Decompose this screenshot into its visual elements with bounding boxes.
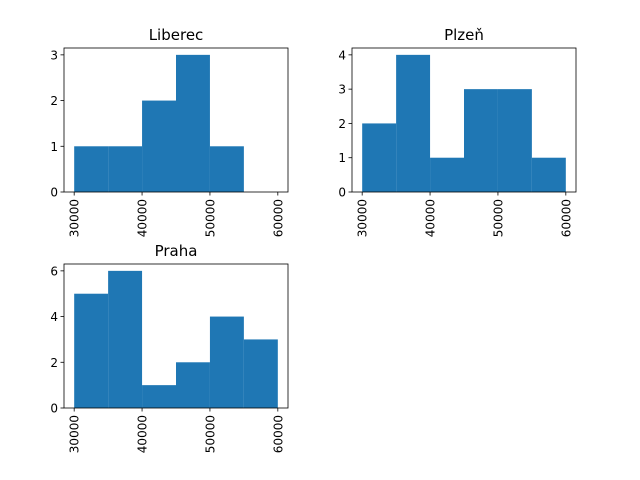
x-tick-label: 60000 [271,199,285,237]
y-tick-label: 4 [338,48,346,62]
y-tick-label: 0 [50,186,58,200]
y-tick-label: 1 [338,151,346,165]
subplot-title: Plzeň [444,26,484,44]
histogram-bar [430,157,464,192]
y-tick-label: 0 [338,186,346,200]
histogram-bar [243,339,278,408]
x-tick-label: 50000 [203,199,217,237]
subplot-title: Praha [155,242,198,260]
y-tick-label: 3 [338,83,346,97]
x-tick-label: 50000 [203,415,217,453]
y-tick-label: 6 [50,264,58,278]
x-tick-label: 30000 [68,199,82,237]
y-tick-label: 3 [50,48,58,62]
subplot-plzen: Plzeň 0 1 2 3 4 30000 40000 50000 60000 [338,26,577,237]
x-tick-label: 50000 [491,199,505,237]
histogram-bar [142,100,176,192]
y-tick-label: 2 [50,356,58,370]
histogram-bar [108,270,143,408]
x-tick-label: 60000 [559,199,573,237]
histogram-bar [108,146,143,192]
y-tick-label: 2 [50,94,58,108]
axes-frame [351,47,577,193]
histogram-bar [362,123,397,192]
histogram-bar [209,316,244,408]
histogram-bar [464,89,498,192]
subplot-liberec: Liberec 0 1 2 3 30000 40000 50000 60000 [50,26,289,237]
subplot-title: Liberec [149,26,204,44]
histogram-bar [74,146,109,192]
histogram-bar [176,362,210,408]
x-tick-label: 60000 [271,415,285,453]
y-tick-label: 0 [50,402,58,416]
axes-frame [63,263,289,409]
x-tick-label: 40000 [136,415,150,453]
histogram-bar [74,293,109,408]
histogram-bar [176,54,210,192]
histogram-bar [531,157,566,192]
x-tick-label: 30000 [356,199,370,237]
x-tick-label: 30000 [68,415,82,453]
histogram-bar [396,54,431,192]
y-tick-label: 2 [338,117,346,131]
histogram-bar [142,385,176,408]
y-tick-label: 4 [50,310,58,324]
histogram-bar [209,146,244,192]
axes-frame [63,47,289,193]
x-tick-label: 40000 [424,199,438,237]
x-tick-label: 40000 [136,199,150,237]
y-tick-label: 1 [50,140,58,154]
histogram-bar [497,89,532,192]
subplot-praha: Praha 0 2 4 6 30000 40000 50000 60000 [50,242,289,453]
